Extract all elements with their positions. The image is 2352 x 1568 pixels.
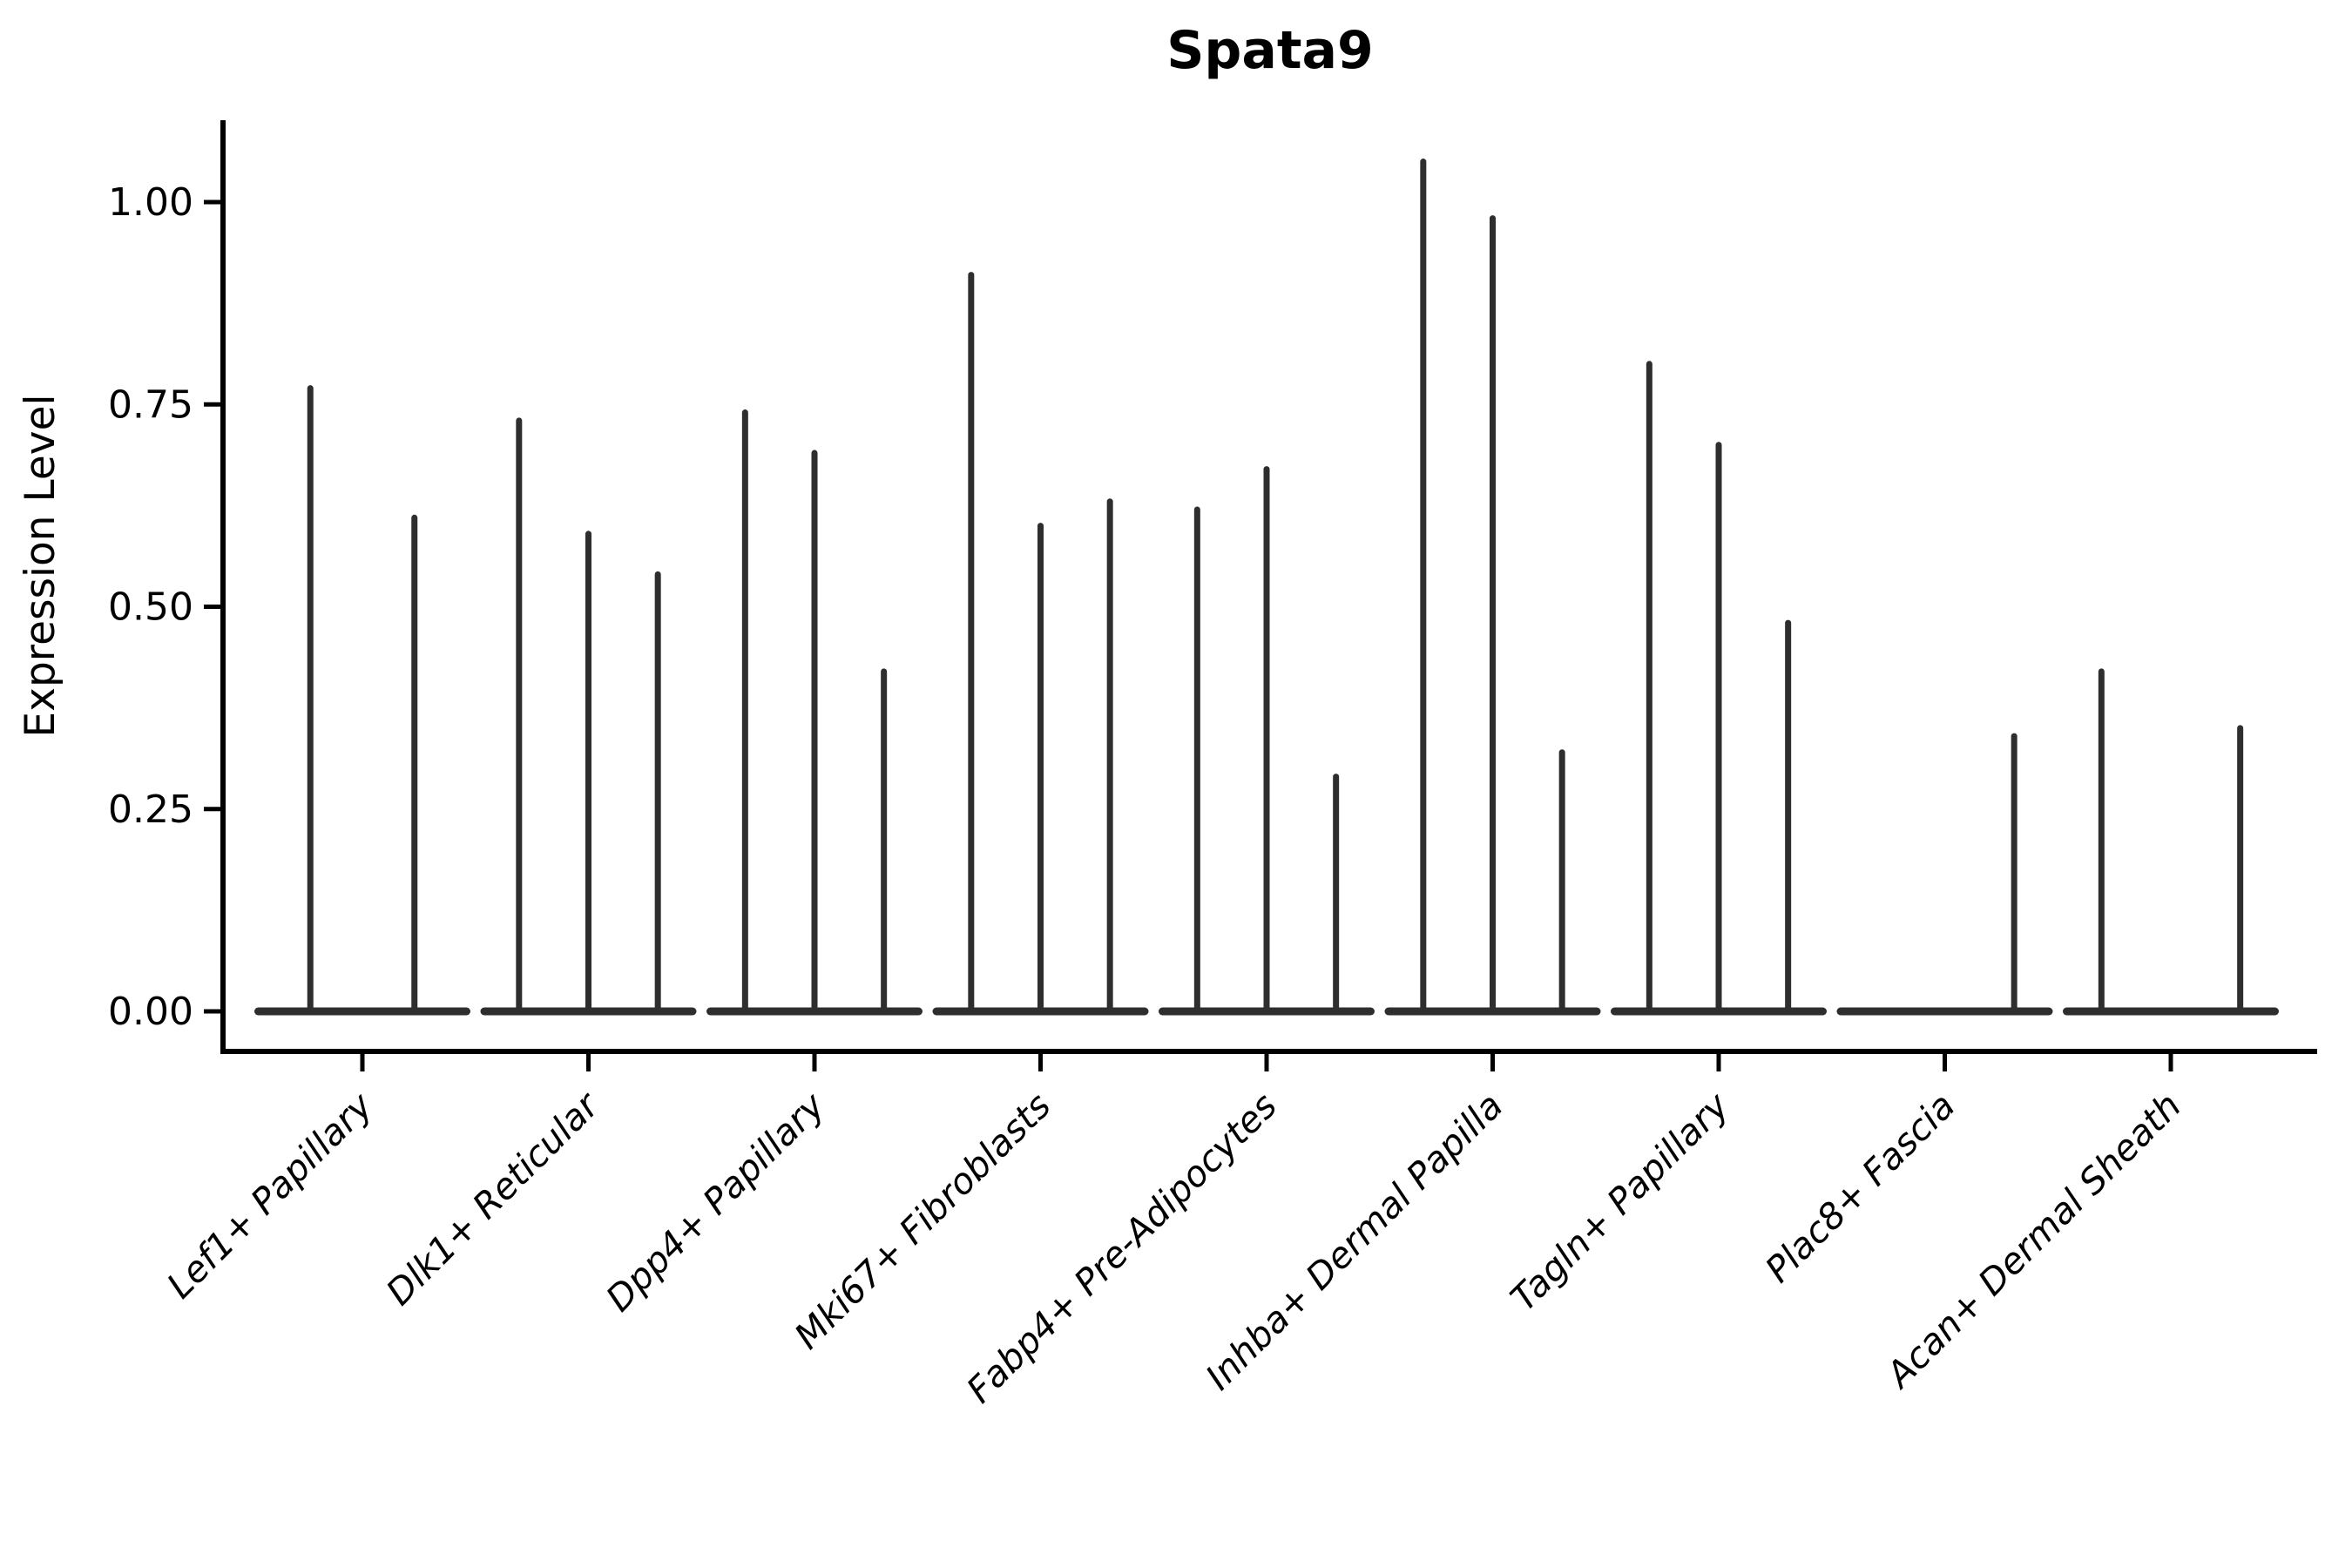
y-tick-label: 0.50: [108, 585, 193, 630]
y-axis-label: Expression Level: [17, 394, 64, 737]
y-tick-label: 0.75: [108, 382, 193, 427]
chart-title: Spata9: [1166, 20, 1374, 81]
x-tick-label: Dlk1+ Reticular: [378, 1084, 608, 1314]
x-tick-label: Plac8+ Fascia: [1757, 1085, 1963, 1290]
y-tick-label: 0.00: [108, 990, 193, 1034]
x-tick-label: Tagln+ Papillary: [1503, 1085, 1738, 1320]
x-tick-label: Dpp4+ Papillary: [598, 1085, 833, 1320]
y-tick-label: 0.25: [108, 787, 193, 832]
y-tick-label: 1.00: [108, 180, 193, 225]
x-tick-label: Lef1+ Papillary: [159, 1085, 381, 1307]
x-tick-label: Mki67+ Fibroblasts: [787, 1085, 1059, 1357]
